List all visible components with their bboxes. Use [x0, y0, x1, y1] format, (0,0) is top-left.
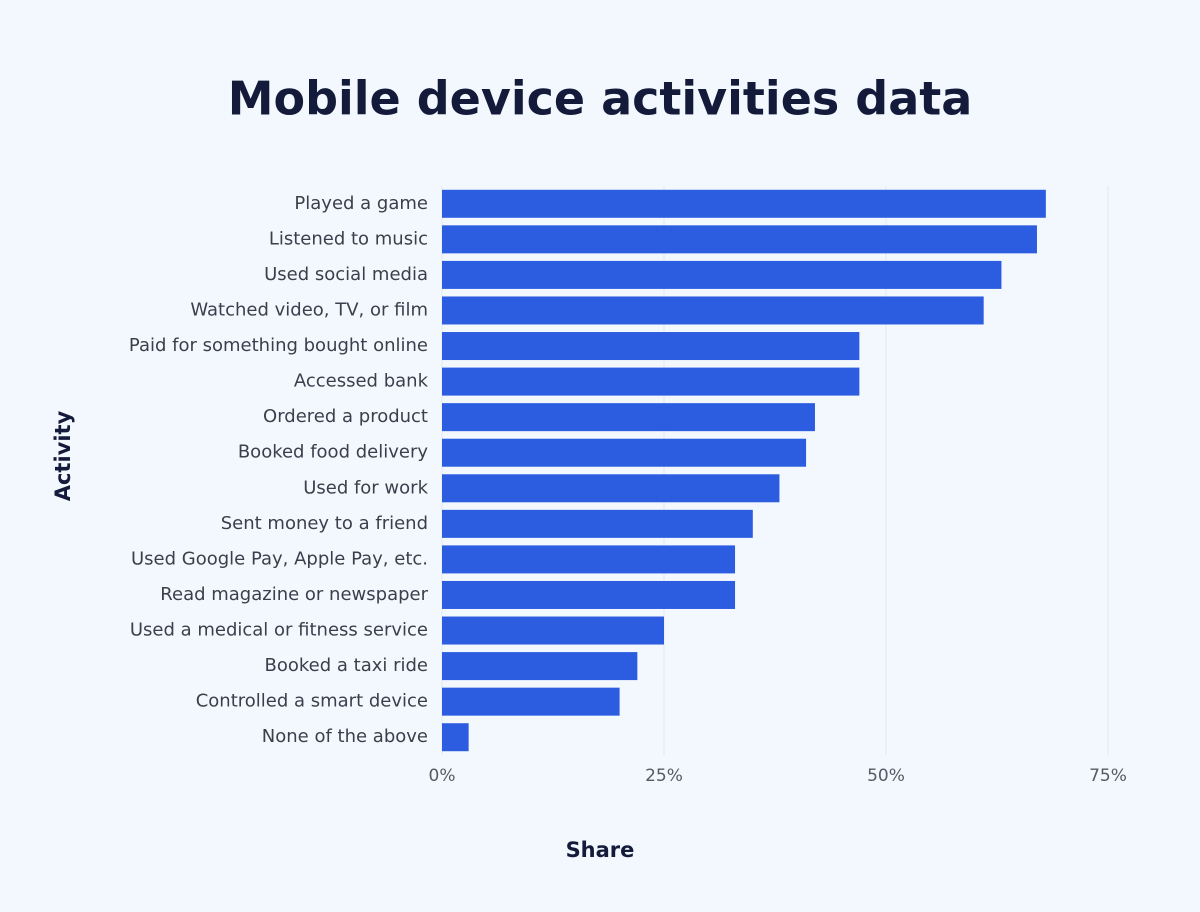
y-tick-label: Ordered a product [263, 406, 428, 427]
y-tick-label: Controlled a smart device [196, 691, 428, 712]
bar [442, 509, 753, 538]
bar [442, 545, 736, 574]
bar [442, 723, 469, 752]
chart-title: Mobile device activities data [228, 72, 973, 126]
y-tick-label: Used a medical or fitness service [130, 620, 428, 641]
y-tick-label: Listened to music [269, 228, 428, 249]
bar [442, 367, 860, 396]
y-tick-label: Booked food delivery [238, 442, 429, 463]
bar [442, 260, 1002, 289]
x-tick-label: 50% [867, 766, 905, 786]
bar [442, 652, 638, 681]
bar [442, 474, 780, 503]
y-tick-label: Read magazine or newspaper [160, 584, 428, 605]
bar [442, 403, 815, 432]
y-tick-label: Sent money to a friend [221, 513, 428, 534]
y-tick-label: Booked a taxi ride [265, 655, 429, 676]
bar [442, 296, 984, 325]
y-tick-label: None of the above [262, 726, 428, 747]
bar [442, 687, 620, 716]
bar [442, 438, 807, 467]
bar [442, 580, 736, 609]
x-tick-label: 0% [429, 766, 456, 786]
y-axis-label: Activity [51, 410, 75, 501]
y-tick-label: Played a game [294, 193, 428, 214]
x-tick-label: 25% [645, 766, 683, 786]
bar [442, 225, 1037, 254]
y-tick-label: Used for work [303, 477, 428, 498]
bar [442, 332, 860, 361]
bar [442, 189, 1046, 218]
y-tick-label: Watched video, TV, or film [190, 299, 428, 320]
y-tick-label: Used social media [264, 264, 428, 285]
bar [442, 616, 664, 645]
x-tick-label: 75% [1089, 766, 1127, 786]
y-tick-label: Accessed bank [294, 371, 429, 392]
y-tick-label: Used Google Pay, Apple Pay, etc. [131, 548, 428, 569]
y-tick-label: Paid for something bought online [129, 335, 428, 356]
x-axis-label: Share [566, 838, 635, 862]
